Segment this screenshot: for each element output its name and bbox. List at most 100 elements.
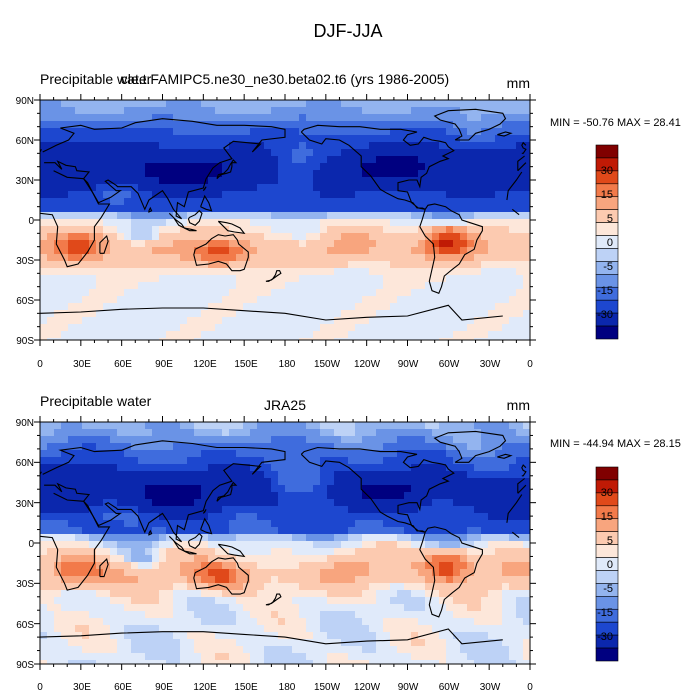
field-cell: [131, 184, 139, 192]
field-cell: [523, 632, 530, 640]
field-cell: [40, 324, 48, 332]
field-cell: [460, 590, 468, 598]
field-cell: [376, 562, 384, 570]
field-cell: [47, 219, 55, 227]
field-cell: [341, 506, 349, 514]
field-cell: [369, 492, 377, 500]
field-cell: [264, 485, 272, 493]
field-cell: [418, 198, 426, 206]
field-cell: [467, 317, 475, 325]
field-cell: [425, 492, 433, 500]
field-cell: [446, 548, 454, 556]
field-cell: [313, 485, 321, 493]
field-cell: [306, 310, 314, 318]
field-cell: [166, 149, 174, 157]
field-cell: [488, 310, 496, 318]
field-cell: [383, 233, 391, 241]
field-cell: [404, 485, 412, 493]
field-cell: [320, 156, 328, 164]
field-cell: [432, 247, 440, 255]
field-cell: [152, 520, 160, 528]
field-cell: [313, 233, 321, 241]
field-cell: [152, 247, 160, 255]
field-cell: [271, 471, 279, 479]
field-cell: [208, 604, 216, 612]
field-cell: [61, 240, 69, 248]
field-cell: [369, 604, 377, 612]
field-cell: [131, 646, 139, 654]
field-cell: [82, 191, 90, 199]
field-cell: [271, 114, 279, 122]
field-cell: [173, 520, 181, 528]
field-cell: [439, 646, 447, 654]
field-cell: [383, 289, 391, 297]
field-cell: [376, 429, 384, 437]
field-cell: [271, 219, 279, 227]
field-cell: [481, 583, 489, 591]
field-cell: [103, 457, 111, 465]
field-cell: [243, 485, 251, 493]
field-cell: [236, 597, 244, 605]
field-cell: [131, 261, 139, 269]
field-cell: [502, 317, 510, 325]
field-cell: [474, 555, 482, 563]
field-cell: [495, 569, 503, 577]
field-cell: [201, 513, 209, 521]
field-cell: [117, 324, 125, 332]
field-cell: [509, 338, 517, 340]
field-cell: [110, 226, 118, 234]
field-cell: [411, 324, 419, 332]
field-cell: [341, 317, 349, 325]
field-cell: [481, 422, 489, 430]
field-cell: [495, 268, 503, 276]
field-cell: [47, 268, 55, 276]
field-cell: [264, 296, 272, 304]
field-cell: [250, 478, 258, 486]
field-cell: [516, 527, 524, 535]
field-cell: [54, 429, 62, 437]
field-cell: [467, 632, 475, 640]
field-cell: [432, 492, 440, 500]
field-cell: [68, 520, 76, 528]
field-cell: [138, 184, 146, 192]
field-cell: [257, 443, 265, 451]
field-cell: [236, 471, 244, 479]
field-cell: [222, 163, 230, 171]
field-cell: [411, 240, 419, 248]
field-cell: [306, 331, 314, 339]
field-cell: [397, 562, 405, 570]
field-cell: [82, 114, 90, 122]
field-cell: [82, 485, 90, 493]
field-cell: [418, 471, 426, 479]
field-cell: [474, 485, 482, 493]
field-cell: [488, 184, 496, 192]
field-cell: [320, 639, 328, 647]
field-cell: [54, 247, 62, 255]
field-cell: [236, 296, 244, 304]
field-cell: [194, 443, 202, 451]
field-cell: [236, 170, 244, 178]
field-cell: [131, 436, 139, 444]
field-cell: [523, 646, 530, 654]
field-cell: [383, 163, 391, 171]
field-cell: [96, 443, 104, 451]
field-cell: [516, 261, 524, 269]
field-cell: [194, 499, 202, 507]
field-cell: [376, 506, 384, 514]
field-cell: [439, 156, 447, 164]
field-cell: [75, 331, 83, 339]
field-cell: [404, 198, 412, 206]
field-cell: [502, 562, 510, 570]
field-cell: [411, 597, 419, 605]
field-cell: [474, 226, 482, 234]
field-cell: [292, 121, 300, 129]
field-cell: [306, 534, 314, 542]
field-cell: [40, 170, 48, 178]
field-cell: [362, 170, 370, 178]
field-cell: [229, 107, 237, 115]
field-cell: [411, 590, 419, 598]
field-cell: [292, 170, 300, 178]
field-cell: [467, 548, 475, 556]
field-cell: [215, 282, 223, 290]
field-cell: [173, 296, 181, 304]
